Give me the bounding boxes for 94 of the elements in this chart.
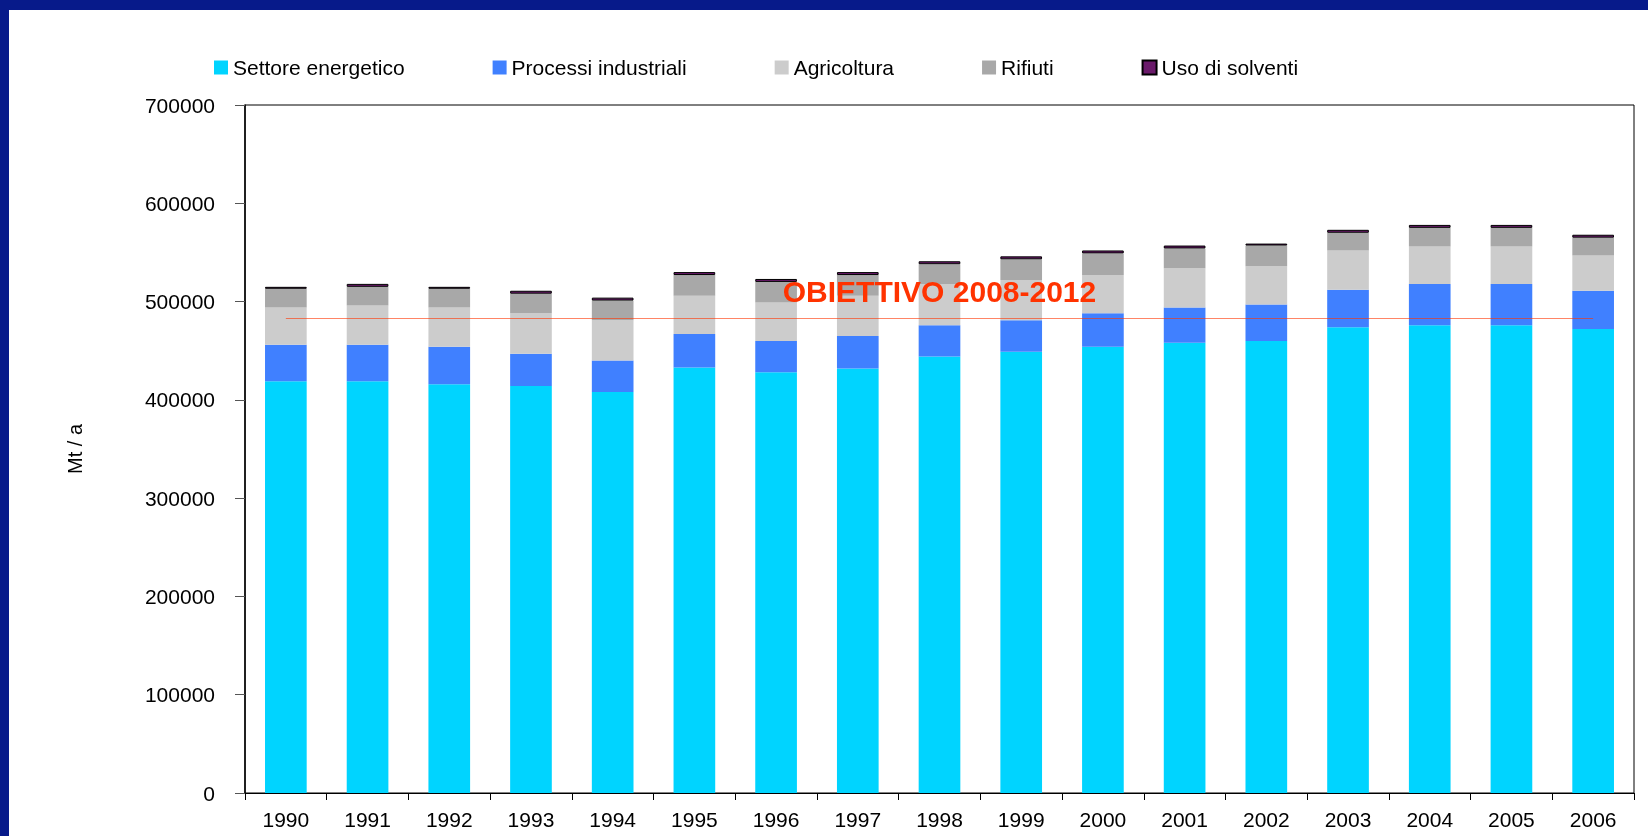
- bar: [346, 381, 389, 793]
- bar: [1490, 227, 1533, 247]
- bar: [265, 288, 307, 308]
- bar: [1163, 342, 1206, 793]
- bar: [918, 325, 961, 357]
- legend-label: Settore energetico: [233, 56, 405, 79]
- bar: [510, 293, 552, 314]
- bar: [1000, 351, 1043, 793]
- legend-label: Agricoltura: [793, 56, 895, 79]
- y-tick-label: 100000: [144, 683, 215, 707]
- x-tick-label: 1995: [671, 808, 718, 831]
- x-tick-label: 2004: [1406, 808, 1454, 831]
- bar: [346, 286, 389, 306]
- bar: [1245, 266, 1288, 305]
- x-tick-label: 1999: [997, 808, 1045, 831]
- bar: [428, 384, 471, 793]
- bar: [591, 300, 634, 321]
- bar: [591, 391, 634, 793]
- bar: [265, 381, 307, 793]
- legend-label: Rifiuti: [1001, 56, 1054, 79]
- x-tick-label: 2001: [1161, 808, 1208, 831]
- bar: [591, 320, 634, 361]
- bar: [755, 340, 797, 373]
- x-tick-label: 1998: [916, 808, 963, 831]
- bar: [1082, 346, 1124, 793]
- bar: [836, 335, 879, 369]
- y-axis-title: Mt / a: [64, 423, 86, 475]
- bar: [1408, 325, 1451, 793]
- bar: [1245, 304, 1288, 341]
- y-tick-label: 700000: [144, 93, 215, 117]
- bar: [673, 334, 716, 368]
- legend-label: Processi industriali: [511, 56, 687, 79]
- bar: [265, 307, 307, 345]
- bar: [1572, 329, 1614, 793]
- ref-line-label: OBIETTIVO 2008-2012: [782, 274, 1097, 308]
- bar: [510, 313, 552, 354]
- x-tick-label: 1993: [507, 808, 555, 831]
- bar: [1327, 327, 1369, 793]
- x-tick-label: 2006: [1569, 808, 1617, 831]
- bar: [1327, 232, 1369, 251]
- bar: [1163, 248, 1206, 269]
- bar: [1245, 245, 1288, 267]
- bar: [1490, 283, 1533, 326]
- x-tick-label: 1991: [344, 808, 391, 831]
- x-tick-label: 1996: [752, 808, 800, 831]
- bar: [1082, 253, 1124, 276]
- bar: [428, 288, 471, 308]
- bar: [1245, 340, 1288, 793]
- bar: [1572, 255, 1614, 291]
- y-tick-label: 0: [203, 781, 215, 805]
- y-tick-label: 300000: [144, 486, 215, 510]
- bar: [510, 386, 552, 793]
- bar: [1408, 246, 1451, 284]
- bar: [510, 353, 552, 387]
- bar: [1163, 307, 1206, 343]
- x-tick-label: 2000: [1079, 808, 1127, 831]
- bar: [1163, 268, 1206, 308]
- bar: [673, 275, 716, 296]
- bar: [1408, 227, 1451, 247]
- bar: [346, 305, 389, 345]
- x-tick-label: 1997: [834, 808, 882, 831]
- y-tick-label: 500000: [144, 290, 215, 314]
- bar: [1082, 313, 1124, 347]
- y-tick-label: 400000: [144, 388, 215, 412]
- bar: [918, 264, 961, 284]
- bar: [1572, 290, 1614, 330]
- bar: [673, 295, 716, 335]
- bar: [428, 307, 471, 347]
- bar: [1000, 320, 1043, 352]
- x-tick-label: 2005: [1488, 808, 1535, 831]
- legend-label: Uso di solventi: [1161, 56, 1299, 79]
- y-tick-label: 600000: [144, 191, 215, 215]
- bar: [428, 346, 471, 385]
- bar: [755, 372, 797, 793]
- bar: [836, 368, 879, 793]
- x-tick-label: 1994: [589, 808, 637, 831]
- bar: [1490, 325, 1533, 793]
- bar: [755, 302, 797, 341]
- bar: [591, 360, 634, 392]
- x-tick-label: 1990: [262, 808, 310, 831]
- bar: [1000, 259, 1043, 280]
- x-tick-label: 2002: [1242, 808, 1290, 831]
- bar: [1327, 289, 1369, 328]
- bar: [346, 344, 389, 382]
- bar: [918, 356, 961, 793]
- bar: [1408, 283, 1451, 326]
- y-tick-label: 200000: [144, 584, 215, 608]
- bar: [1490, 246, 1533, 284]
- bar: [1572, 237, 1614, 256]
- bar: [265, 344, 307, 382]
- x-tick-label: 1992: [425, 808, 473, 831]
- bar: [1327, 250, 1369, 290]
- x-tick-label: 2003: [1324, 808, 1372, 831]
- bar: [673, 367, 716, 793]
